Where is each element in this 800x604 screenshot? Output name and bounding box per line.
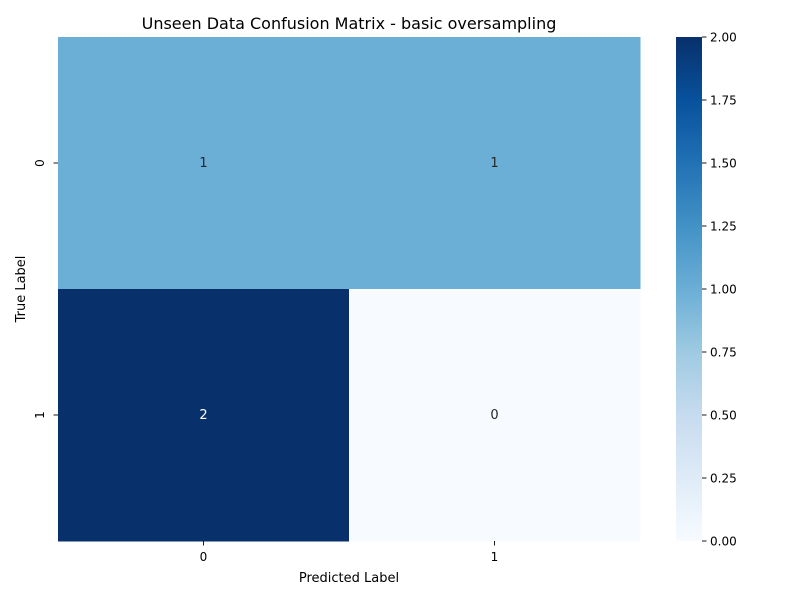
colorbar-tick-label: 1.25 xyxy=(710,220,737,234)
chart-title: Unseen Data Confusion Matrix - basic ove… xyxy=(142,14,557,33)
colorbar-tick-label: 0.75 xyxy=(710,346,737,360)
colorbar-tick-label: 0.25 xyxy=(710,472,737,486)
colorbar-gradient xyxy=(676,37,702,541)
heatmap-cell-r0-c1 xyxy=(349,37,641,290)
cell-value-label: 1 xyxy=(199,156,207,171)
colorbar-ticks: 0.00 0.25 0.50 0.75 1.00 1.25 1.50 1.75 2.00 xyxy=(702,31,737,549)
x-axis-label: Predicted Label xyxy=(299,571,399,586)
x-tick-label: 1 xyxy=(491,550,499,564)
x-tick-label: 0 xyxy=(200,550,208,564)
cell-value-label: 0 xyxy=(490,408,498,423)
cell-value-label: 2 xyxy=(199,408,207,423)
colorbar-tick-label: 1.75 xyxy=(710,94,737,108)
colorbar-tick-label: 1.50 xyxy=(710,157,737,171)
colorbar-tick-label: 0.00 xyxy=(710,535,737,549)
heatmap-cell-r1-c0 xyxy=(58,289,350,542)
heatmap-cell-r0-c0 xyxy=(58,37,350,290)
colorbar: 0.00 0.25 0.50 0.75 1.00 1.25 1.50 1.75 2.00 xyxy=(676,31,737,549)
cell-value-label: 1 xyxy=(490,156,498,171)
y-axis-label: True Label xyxy=(14,256,29,324)
y-tick-label: 0 xyxy=(33,159,47,167)
heatmap-cells xyxy=(58,37,641,542)
colorbar-tick-label: 2.00 xyxy=(710,31,737,45)
colorbar-tick-label: 1.00 xyxy=(710,283,737,297)
heatmap-cell-r1-c1 xyxy=(349,289,641,542)
y-axis: 01 xyxy=(33,159,58,419)
y-tick-label: 1 xyxy=(33,411,47,419)
heatmap-cell-labels: 1 1 2 0 xyxy=(199,156,498,423)
colorbar-tick-label: 0.50 xyxy=(710,409,737,423)
